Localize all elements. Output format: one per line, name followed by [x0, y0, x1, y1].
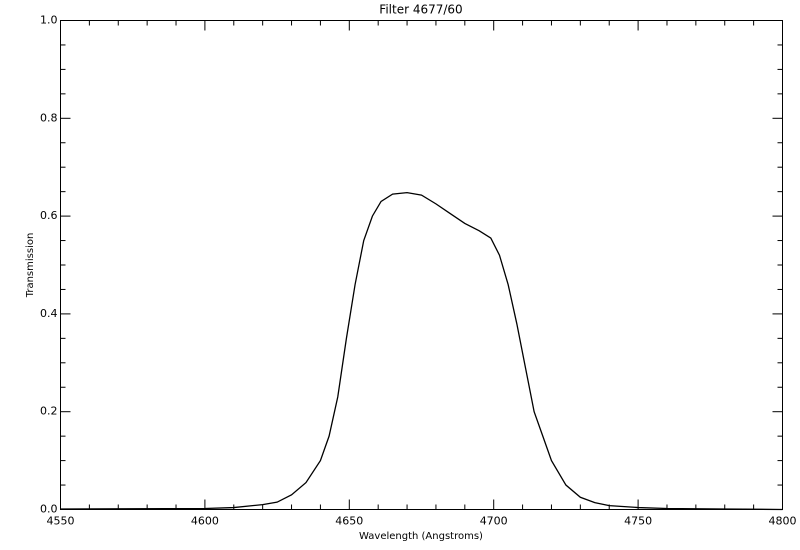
- x-tick-label: 4600: [191, 515, 219, 528]
- y-tick-label: 0.6: [40, 209, 58, 222]
- x-axis-label: Wavelength (Angstroms): [359, 531, 483, 542]
- x-tick-label: 4550: [47, 515, 75, 528]
- transmission-curve: [60, 191, 783, 511]
- y-tick-label: 0.0: [40, 503, 58, 516]
- y-axis-label: Transmission: [25, 233, 36, 299]
- x-tick-label: 4650: [335, 515, 363, 528]
- x-tick-label: 4800: [769, 515, 797, 528]
- y-tick-label: 1.0: [40, 14, 58, 27]
- y-tick-label: 0.2: [40, 405, 58, 418]
- chart-title: Filter 4677/60: [379, 3, 462, 17]
- y-tick-label: 0.8: [40, 111, 58, 124]
- x-tick-label: 4700: [480, 515, 508, 528]
- y-tick-label: 0.4: [40, 307, 58, 320]
- x-tick-label: 4750: [624, 515, 652, 528]
